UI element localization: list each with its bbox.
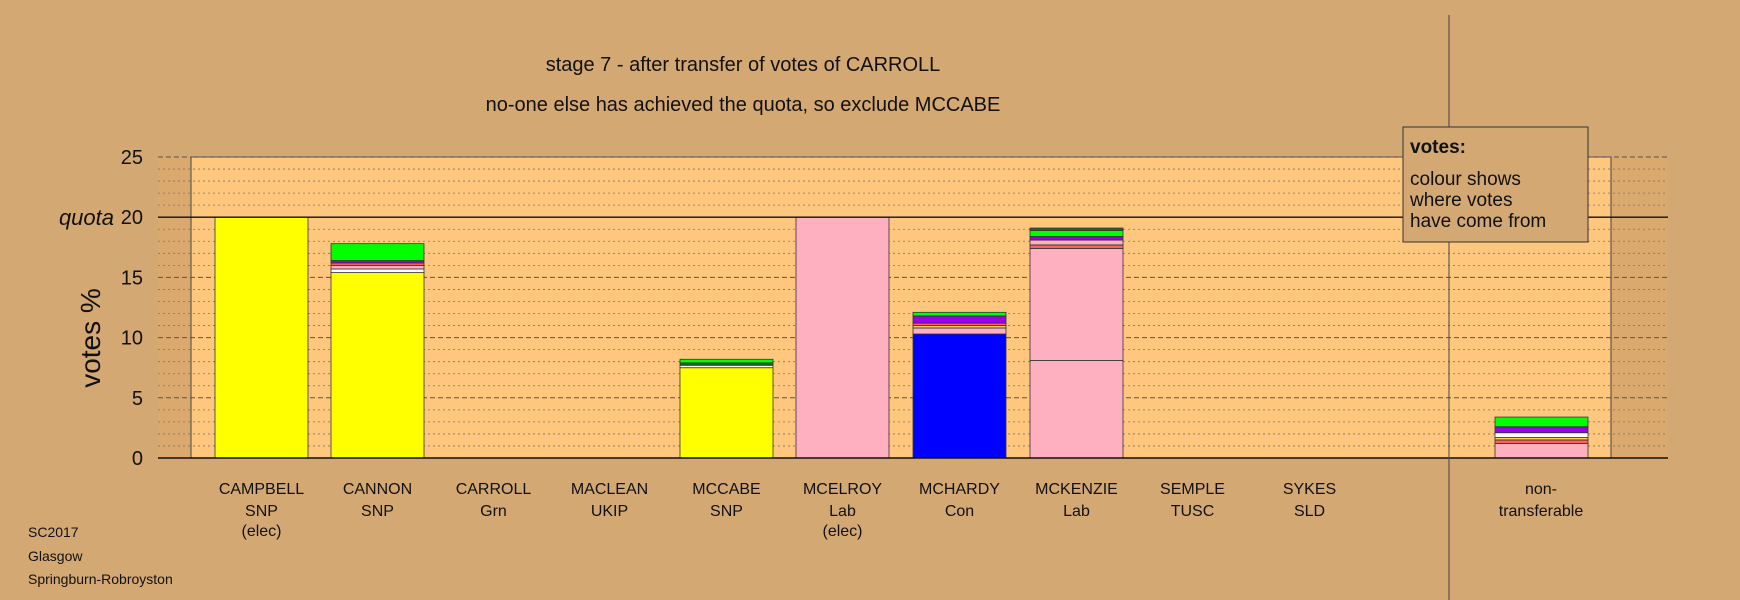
bar-segment — [912, 333, 1007, 459]
bar-segment — [912, 311, 1007, 317]
quota-label: quota — [59, 205, 114, 230]
legend-line: where votes — [1409, 190, 1512, 211]
candidate-labels: CAMPBELL SNP (elec) CANNON SNP CARROLL Grn MACL… — [219, 481, 1336, 540]
y-tick-label: 0 — [132, 448, 143, 470]
nontransferable-bar-segment — [1494, 443, 1589, 459]
candidate-party-label: Lab — [1063, 503, 1090, 520]
candidate-party-label: Grn — [480, 503, 507, 520]
candidate-note-label: (elec) — [822, 523, 862, 540]
bar-segment — [1029, 227, 1124, 231]
legend-line: have come from — [1410, 211, 1546, 232]
bar-segment — [1029, 248, 1124, 361]
bar-segment — [1029, 239, 1124, 246]
chart-subtitle: no-one else has achieved the quota, so e… — [486, 94, 1001, 116]
nontransferable-bar-segment — [1494, 426, 1589, 434]
bar-segment — [679, 358, 774, 364]
candidate-name-label: MCELROY — [803, 481, 882, 498]
candidate-name-label: SYKES — [1283, 481, 1336, 498]
legend: votes: colour shows where votes have com… — [1402, 126, 1589, 243]
nontransferable-bar-segment — [1494, 416, 1589, 428]
bar-segment — [330, 268, 425, 273]
legend-title: votes: — [1410, 137, 1466, 158]
candidate-name-label: MACLEAN — [571, 481, 648, 498]
y-tick-label: 5 — [132, 388, 143, 410]
y-tick-label: 15 — [121, 267, 143, 289]
candidate-party-label: Con — [945, 503, 974, 520]
bar-segment — [912, 327, 1007, 335]
candidate-name-label: SEMPLE — [1160, 481, 1225, 498]
candidate-party-label: Lab — [829, 503, 856, 520]
bar-segment — [1029, 236, 1124, 241]
candidate-name-label: MCCABE — [692, 481, 760, 498]
bar-segment — [1029, 360, 1124, 459]
candidate-party-label: TUSC — [1171, 503, 1215, 520]
plot-area — [190, 156, 1612, 459]
candidate-party-label: UKIP — [591, 503, 628, 520]
bar-segment — [1029, 244, 1124, 249]
candidate-name-label: CAMPBELL — [219, 481, 304, 498]
candidate-name-label: CARROLL — [456, 481, 532, 498]
y-axis-label: votes % — [75, 288, 106, 388]
bar-segment — [679, 367, 774, 459]
bar-segment — [330, 264, 425, 270]
bar-segment — [330, 243, 425, 261]
nontransferable-bar-segment — [1494, 439, 1589, 444]
chart-title: stage 7 - after transfer of votes of CAR… — [546, 54, 941, 76]
candidate-name-label: CANNON — [343, 481, 412, 498]
candidate-party-label: SNP — [710, 503, 743, 520]
nontransferable-label: non- transferable — [1499, 481, 1584, 520]
y-tick-label: 20 — [121, 207, 143, 229]
y-tick-label: 25 — [121, 147, 143, 169]
footer-line: Glasgow — [28, 548, 83, 564]
footer-line: SC2017 — [28, 524, 79, 540]
legend-box — [1402, 126, 1589, 243]
y-tick-labels: 0 5 10 15 20 25 — [121, 147, 143, 470]
nontransferable-label-line2: transferable — [1499, 503, 1584, 520]
bar-segment — [912, 315, 1007, 324]
nontransferable-bar-segment — [1494, 432, 1589, 438]
candidate-name-label: MCKENZIE — [1035, 481, 1118, 498]
candidate-party-label: SLD — [1294, 503, 1325, 520]
candidate-party-label: SNP — [361, 503, 394, 520]
candidate-note-label: (elec) — [241, 523, 281, 540]
bar-segment — [214, 216, 309, 459]
footer: SC2017 Glasgow Springburn-Robroyston — [28, 524, 173, 587]
nontransferable-label-line1: non- — [1525, 481, 1557, 498]
y-tick-label: 10 — [121, 328, 143, 350]
bar-segment — [795, 216, 890, 459]
legend-line: colour shows — [1410, 169, 1521, 190]
bar-segment — [1029, 230, 1124, 237]
footer-line: Springburn-Robroyston — [28, 571, 173, 587]
candidate-name-label: MCHARDY — [919, 481, 1000, 498]
candidate-party-label: SNP — [245, 503, 278, 520]
bars — [214, 216, 1589, 459]
bar-segment — [330, 272, 425, 459]
